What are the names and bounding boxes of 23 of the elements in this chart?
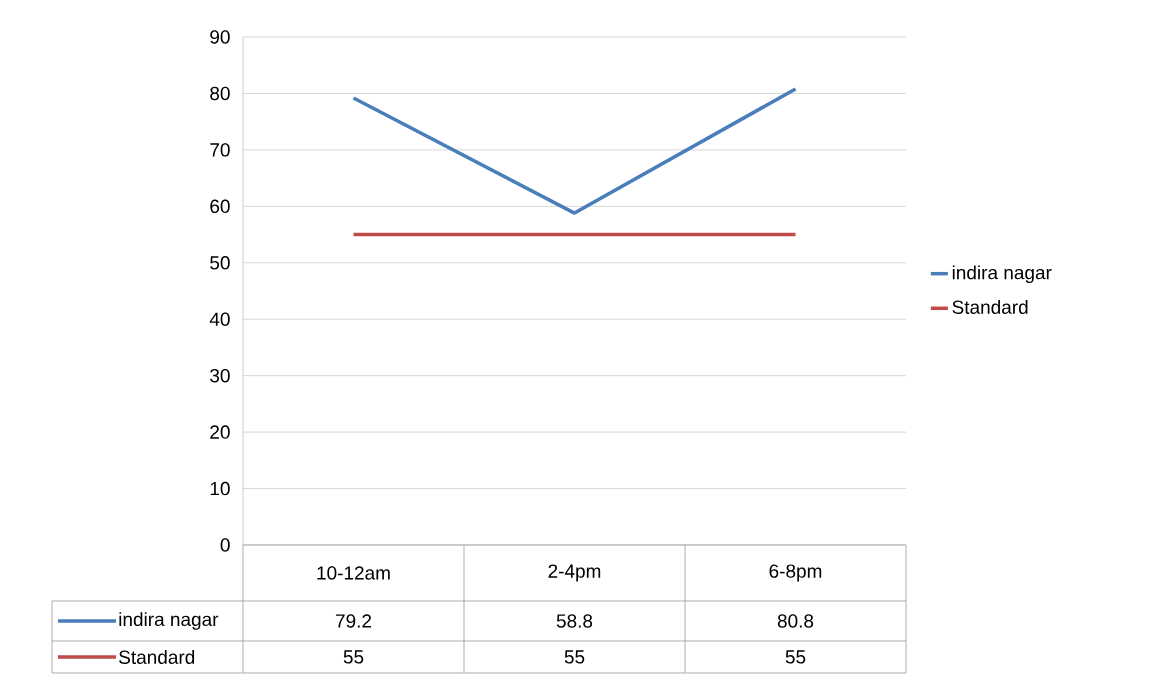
data-label: 79.2 (335, 614, 372, 628)
data-label: 58.8 (556, 614, 593, 628)
y-tick-label: 10 (210, 481, 230, 496)
data-label: 55 (785, 650, 806, 664)
data-label: 80.8 (777, 614, 814, 628)
y-tick-label: 70 (210, 143, 230, 157)
text: Standard (119, 650, 195, 664)
y-tick-label: 0 (220, 538, 230, 552)
text: indira nagar (119, 612, 219, 630)
legend-label: Standard (952, 299, 1028, 314)
x-tick-label: 10-12am (317, 566, 390, 580)
y-tick-label: 90 (210, 30, 230, 44)
data-label: 55 (343, 650, 364, 664)
y-tick-label: 80 (210, 86, 230, 101)
x-tick-label: 2-4pm (548, 564, 601, 582)
x-tick-label: 6-8pm (769, 564, 822, 582)
y-tick-label: 30 (210, 368, 230, 383)
y-tick-label: 40 (209, 312, 230, 326)
y-tick-label: 20 (210, 425, 230, 439)
data-label: 55 (564, 650, 585, 664)
legend-label: indira nagar (952, 265, 1052, 284)
y-tick-label: 50 (210, 256, 230, 270)
y-tick-label: 60 (210, 199, 230, 214)
